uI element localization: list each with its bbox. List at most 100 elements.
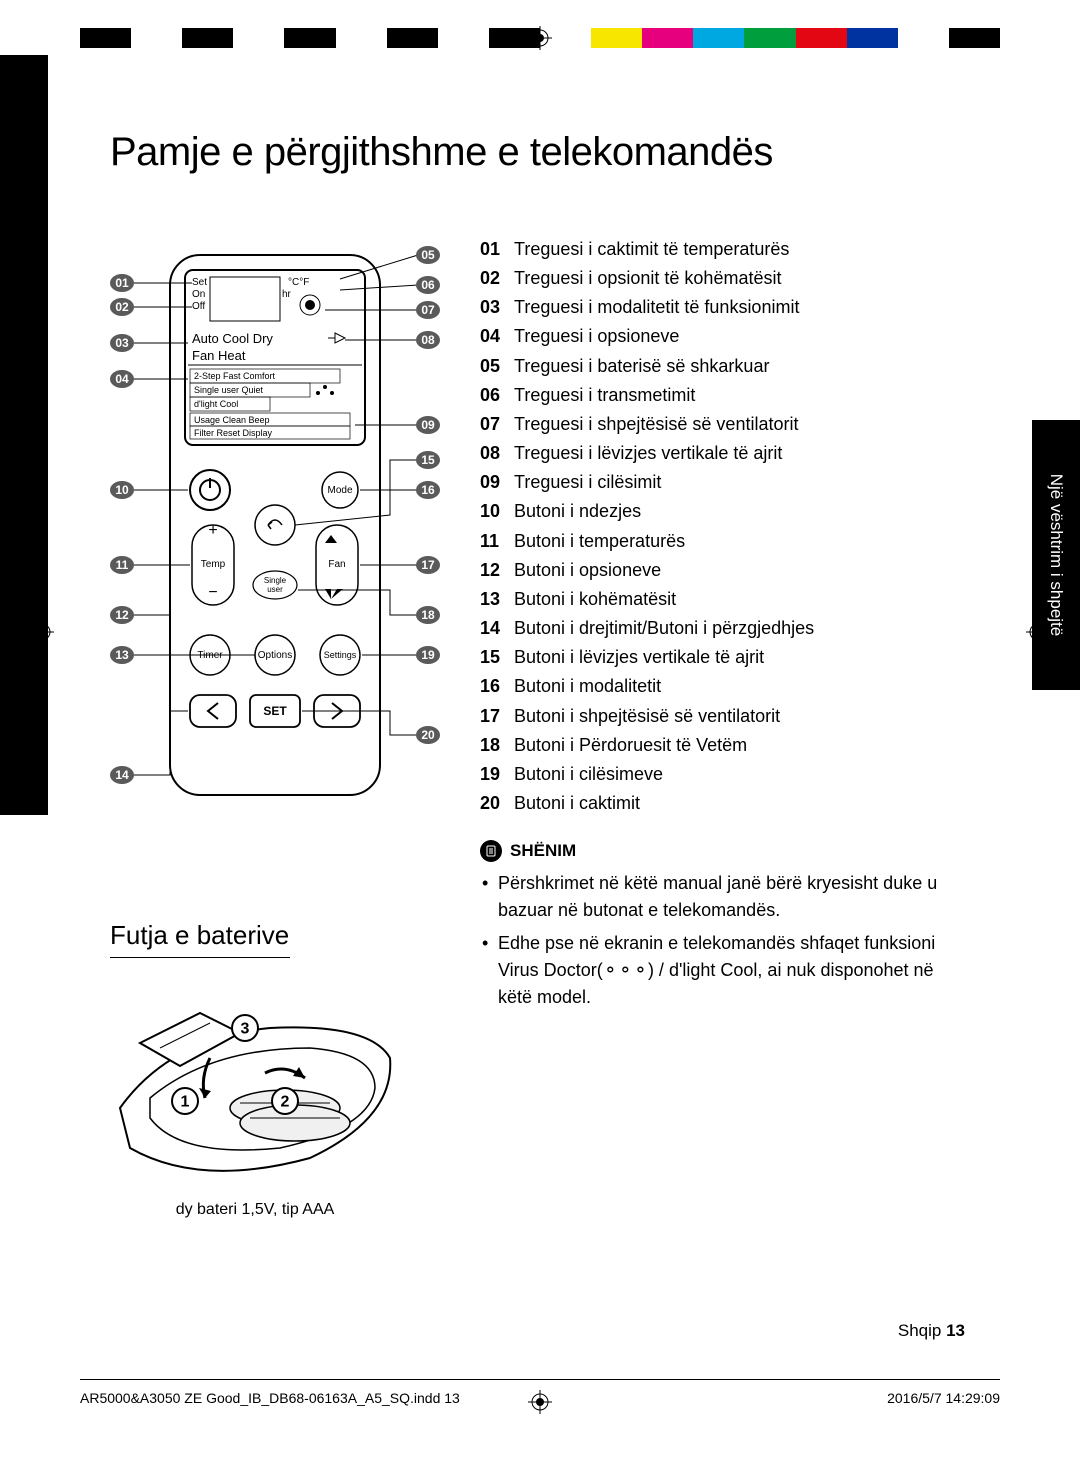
legend-text: Butoni i caktimit — [514, 789, 640, 818]
svg-text:hr: hr — [282, 289, 292, 300]
battery-caption: dy bateri 1,5V, tip AAA — [110, 1201, 400, 1219]
legend-number: 16 — [480, 672, 508, 701]
legend-number: 02 — [480, 264, 508, 293]
legend-text: Treguesi i caktimit të temperaturës — [514, 235, 789, 264]
svg-text:°C°F: °C°F — [288, 277, 309, 288]
color-segment — [233, 28, 284, 48]
battery-section-title: Futja e baterive — [110, 920, 440, 951]
color-segment — [796, 28, 847, 48]
legend-text: Butoni i drejtimit/Butoni i përzgjedhjes — [514, 614, 814, 643]
legend-text: Treguesi i baterisë së shkarkuar — [514, 352, 769, 381]
svg-text:Mode: Mode — [327, 485, 352, 496]
svg-text:Temp: Temp — [201, 559, 226, 570]
svg-text:Off: Off — [192, 301, 205, 312]
color-segment — [336, 28, 387, 48]
legend-text: Butoni i shpejtësisë së ventilatorit — [514, 702, 780, 731]
legend-item: 11Butoni i temperaturës — [480, 527, 970, 556]
indd-timestamp: 2016/5/7 14:29:09 — [887, 1390, 1000, 1406]
svg-text:03: 03 — [115, 336, 129, 350]
svg-text:Single user Quiet: Single user Quiet — [194, 385, 264, 395]
legend-number: 10 — [480, 497, 508, 526]
legend-text: Treguesi i lëvizjes vertikale të ajrit — [514, 439, 782, 468]
legend-number: 03 — [480, 293, 508, 322]
legend-number: 13 — [480, 585, 508, 614]
svg-text:3: 3 — [241, 1021, 250, 1038]
legend-text: Butoni i kohëmatësit — [514, 585, 676, 614]
legend-item: 07Treguesi i shpejtësisë së ventilatorit — [480, 410, 970, 439]
legend-number: 17 — [480, 702, 508, 731]
svg-text:user: user — [267, 585, 283, 594]
svg-text:13: 13 — [115, 648, 129, 662]
svg-text:12: 12 — [115, 608, 129, 622]
svg-text:19: 19 — [421, 648, 435, 662]
svg-text:Fan Heat: Fan Heat — [192, 348, 246, 363]
legend-text: Butoni i opsioneve — [514, 556, 661, 585]
legend-number: 05 — [480, 352, 508, 381]
registration-mark-top — [528, 26, 552, 50]
svg-text:18: 18 — [421, 608, 435, 622]
legend-text: Butoni i lëvizjes vertikale të ajrit — [514, 643, 764, 672]
color-segment — [80, 28, 131, 48]
color-segment — [693, 28, 744, 48]
footer-page-number: 13 — [946, 1321, 965, 1340]
remote-diagram: Set °C°F On hr Off Auto Cool Dry Fan Hea… — [110, 235, 440, 835]
legend-item: 17Butoni i shpejtësisë së ventilatorit — [480, 702, 970, 731]
svg-text:Auto Cool Dry: Auto Cool Dry — [192, 331, 273, 346]
svg-text:01: 01 — [115, 276, 129, 290]
svg-text:Settings: Settings — [324, 650, 357, 660]
svg-text:On: On — [192, 289, 205, 300]
color-segment — [387, 28, 438, 48]
legend-number: 20 — [480, 789, 508, 818]
svg-text:Options: Options — [258, 650, 292, 661]
legend-number: 01 — [480, 235, 508, 264]
svg-text:2-Step Fast Comfort: 2-Step Fast Comfort — [194, 371, 276, 381]
color-segment — [438, 28, 489, 48]
legend-text: Treguesi i transmetimit — [514, 381, 695, 410]
note-list: Përshkrimet në këtë manual janë bërë kry… — [480, 870, 970, 1011]
color-segment — [898, 28, 949, 48]
legend-number: 14 — [480, 614, 508, 643]
svg-text:Usage Clean Beep: Usage Clean Beep — [194, 415, 270, 425]
note-label: SHËNIM — [510, 841, 576, 861]
legend-item: 20Butoni i caktimit — [480, 789, 970, 818]
legend-text: Butoni i Përdoruesit të Vetëm — [514, 731, 747, 760]
legend-item: 08Treguesi i lëvizjes vertikale të ajrit — [480, 439, 970, 468]
svg-text:20: 20 — [421, 728, 435, 742]
color-segment — [131, 28, 182, 48]
svg-text:06: 06 — [421, 278, 435, 292]
svg-text:SET: SET — [263, 704, 287, 718]
legend-number: 18 — [480, 731, 508, 760]
color-segment — [642, 28, 693, 48]
svg-text:02: 02 — [115, 300, 129, 314]
svg-text:17: 17 — [421, 558, 435, 572]
footer-lang: Shqip — [898, 1321, 946, 1340]
legend-number: 11 — [480, 527, 508, 556]
svg-text:08: 08 — [421, 333, 435, 347]
svg-text:07: 07 — [421, 303, 435, 317]
svg-text:Set: Set — [192, 277, 207, 288]
svg-text:2: 2 — [281, 1094, 290, 1111]
legend-item: 18Butoni i Përdoruesit të Vetëm — [480, 731, 970, 760]
page-footer: Shqip 13 — [898, 1321, 965, 1341]
legend-number: 12 — [480, 556, 508, 585]
legend-text: Butoni i cilësimeve — [514, 760, 663, 789]
svg-text:10: 10 — [115, 483, 129, 497]
legend-item: 12Butoni i opsioneve — [480, 556, 970, 585]
legend-text: Butoni i modalitetit — [514, 672, 661, 701]
legend-item: 15Butoni i lëvizjes vertikale të ajrit — [480, 643, 970, 672]
battery-diagram: 123 — [110, 988, 400, 1188]
legend-number: 07 — [480, 410, 508, 439]
legend-number: 04 — [480, 322, 508, 351]
legend-list: 01Treguesi i caktimit të temperaturës02T… — [480, 235, 970, 818]
legend-text: Treguesi i opsioneve — [514, 322, 679, 351]
legend-item: 09Treguesi i cilësimit — [480, 468, 970, 497]
svg-text:11: 11 — [116, 558, 129, 572]
legend-number: 06 — [480, 381, 508, 410]
svg-text:05: 05 — [421, 248, 435, 262]
legend-item: 16Butoni i modalitetit — [480, 672, 970, 701]
legend-item: 10Butoni i ndezjes — [480, 497, 970, 526]
svg-text:16: 16 — [421, 483, 435, 497]
legend-item: 14Butoni i drejtimit/Butoni i përzgjedhj… — [480, 614, 970, 643]
legend-number: 09 — [480, 468, 508, 497]
legend-text: Treguesi i opsionit të kohëmatësit — [514, 264, 781, 293]
